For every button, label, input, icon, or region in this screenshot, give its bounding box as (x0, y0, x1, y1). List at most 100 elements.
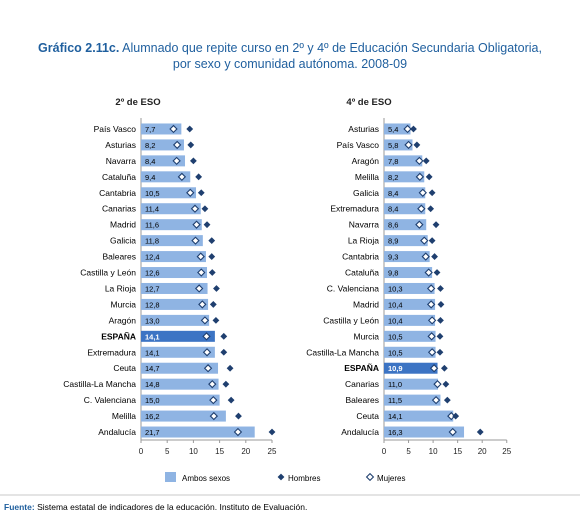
marker-hombres (452, 412, 460, 420)
category-label: Cataluña (102, 172, 136, 182)
bar (141, 426, 255, 438)
marker-hombres (220, 348, 228, 356)
category-label: Ceuta (113, 363, 136, 373)
bar-value-label: 14,1 (388, 412, 403, 421)
bar (384, 394, 441, 406)
marker-mujeres (209, 411, 219, 421)
marker-hombres (413, 141, 421, 149)
marker-mujeres (424, 268, 433, 277)
marker-mujeres (418, 188, 427, 197)
bar-value-label: 12,8 (145, 300, 160, 309)
bar-value-label: 11,0 (388, 380, 402, 389)
bar-value-label: 21,7 (145, 428, 160, 437)
bar (384, 282, 435, 294)
bar (141, 330, 215, 342)
marker-mujeres (403, 124, 412, 134)
bar (384, 251, 430, 263)
category-label: Navarra (349, 220, 380, 230)
marker-hombres (235, 412, 242, 420)
category-label: Andalucía (341, 427, 379, 437)
bar-value-label: 8,4 (388, 205, 398, 214)
chart-title: Gráfico 2.11c. Alumnado que repite curso… (0, 40, 580, 72)
marker-hombres (220, 332, 228, 340)
x-tick-label: 25 (502, 447, 511, 456)
category-label: Madrid (110, 220, 136, 230)
category-label: C. Valenciana (84, 395, 137, 405)
bar (141, 251, 206, 263)
category-label: Canarias (345, 379, 379, 389)
marker-hombres (203, 221, 211, 229)
marker-mujeres (208, 379, 217, 389)
marker-hombres (209, 301, 217, 308)
marker-hombres (432, 221, 440, 229)
marker-hombres (428, 189, 436, 197)
marker-mujeres (190, 204, 200, 213)
marker-mujeres (404, 140, 413, 150)
category-label: Ceuta (356, 411, 379, 421)
category-label: Asturias (105, 140, 136, 150)
chart-area: 2º de ESO País Vasco 7,7 Asturias 8,2 Navarra… (0, 97, 580, 496)
source-label: Fuente: (4, 502, 35, 512)
marker-mujeres (196, 252, 205, 261)
marker-mujeres (426, 300, 436, 309)
category-label: Castilla y León (323, 315, 379, 325)
marker-mujeres (420, 236, 429, 245)
category-label: Cantabria (99, 188, 136, 198)
marker-mujeres (203, 364, 213, 373)
marker-hombres (476, 428, 484, 436)
bar-value-label: 10,5 (388, 332, 403, 341)
marker-hombres (428, 237, 436, 245)
bar (384, 314, 436, 326)
marker-hombres (436, 332, 444, 340)
category-label: C. Valenciana (327, 283, 380, 293)
bar (384, 155, 423, 167)
legend-swatch-ambos (165, 472, 176, 482)
category-label: Extremadura (87, 347, 136, 357)
marker-hombres (410, 125, 417, 133)
marker-hombres (213, 285, 220, 292)
bar-value-label: 14,1 (145, 332, 160, 341)
category-label: ESPAÑA (101, 331, 136, 341)
marker-mujeres (433, 379, 442, 389)
bar-value-label: 7,8 (388, 157, 398, 166)
x-tick-label: 15 (215, 447, 224, 456)
bar-value-label: 10,5 (388, 348, 403, 357)
x-tick-label: 20 (478, 447, 487, 456)
source-note: Fuente: Sistema estatal de indicadores d… (4, 502, 307, 512)
legend-swatch-hombres (277, 473, 285, 481)
bar (141, 219, 202, 231)
bar (141, 378, 219, 390)
bar (384, 139, 413, 151)
bar (384, 123, 411, 135)
chart-title-line1: Alumnado que repite curso en 2º y 4º de … (122, 41, 542, 55)
legend-swatch-mujeres (365, 472, 375, 482)
bar-value-label: 9,8 (388, 269, 398, 278)
bar (384, 187, 426, 199)
category-label: País Vasco (94, 124, 137, 134)
x-tick-label: 20 (241, 447, 250, 456)
marker-mujeres (427, 348, 437, 357)
x-tick-label: 0 (139, 447, 144, 456)
bar (384, 362, 438, 374)
bar (141, 394, 220, 406)
bar (384, 267, 433, 279)
panel-title: 4º de ESO (346, 97, 391, 108)
category-label: Asturias (348, 124, 379, 134)
marker-mujeres (186, 188, 195, 197)
marker-hombres (437, 285, 444, 292)
bar-value-label: 12,6 (145, 269, 160, 278)
marker-mujeres (421, 252, 430, 261)
chart-title-line2: por sexo y comunidad autónoma. 2008-09 (172, 57, 408, 71)
bar-value-label: 9,3 (388, 253, 398, 262)
bar-value-label: 14,7 (145, 364, 160, 373)
marker-hombres (208, 269, 216, 276)
bar-value-label: 13,0 (145, 316, 160, 325)
marker-mujeres (172, 156, 181, 166)
bar (384, 203, 426, 215)
marker-mujeres (426, 284, 436, 293)
bar-value-label: 11,6 (145, 221, 159, 230)
bar (384, 410, 454, 422)
category-label: Castilla-La Mancha (306, 347, 379, 357)
marker-hombres (427, 205, 435, 213)
marker-mujeres (197, 268, 206, 277)
